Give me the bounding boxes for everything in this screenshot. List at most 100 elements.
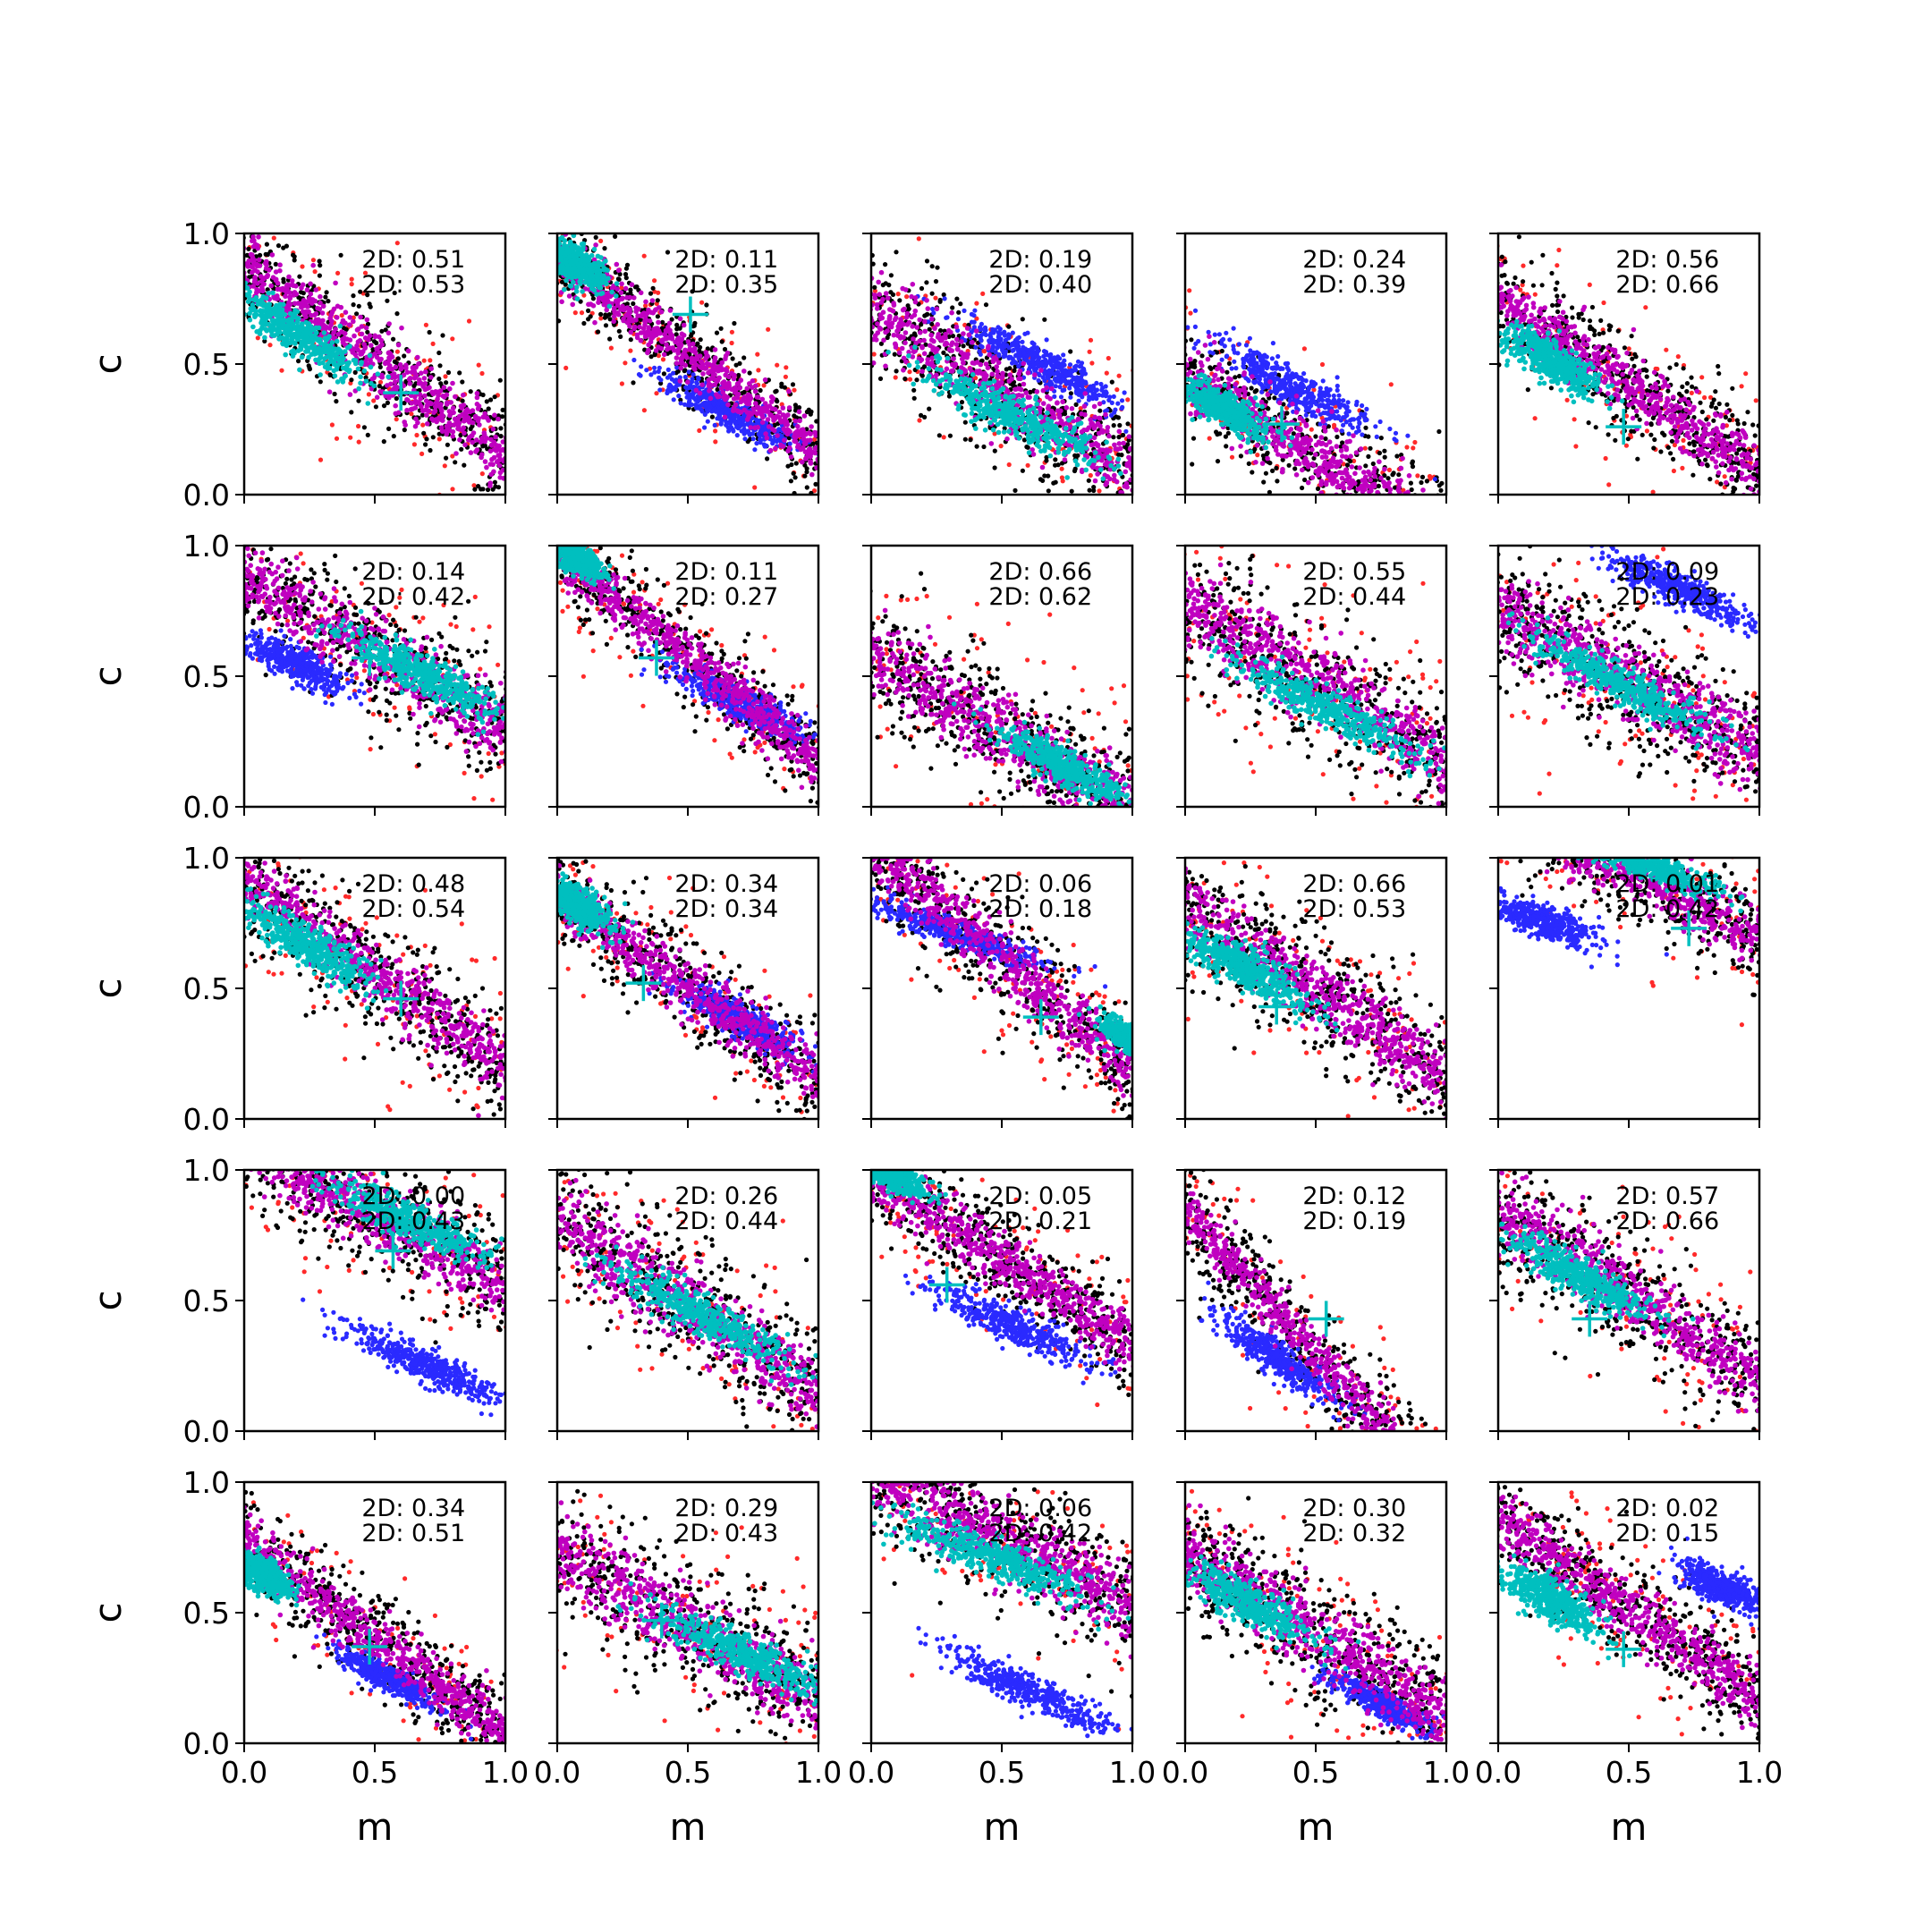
scatter-point-black — [660, 320, 665, 325]
scatter-point-black — [794, 461, 799, 465]
scatter-point-red — [857, 282, 861, 286]
scatter-point-magenta — [706, 370, 711, 376]
scatter-point-black — [1141, 442, 1146, 446]
scatter-point-black — [860, 268, 864, 273]
scatter-point-red — [580, 310, 584, 315]
scatter-point-cyan — [543, 245, 548, 250]
scatter-point-black — [396, 356, 401, 360]
scatter-point-magenta — [799, 447, 804, 453]
scatter-point-magenta — [425, 421, 430, 427]
scatter-point-magenta — [679, 356, 684, 361]
scatter-point-cyan — [584, 277, 589, 283]
scatter-point-magenta — [308, 282, 313, 287]
scatter-point-magenta — [292, 290, 298, 295]
scatter-point-cyan — [233, 293, 238, 299]
scatter-point-cyan — [532, 253, 538, 258]
scatter-point-black — [255, 217, 259, 222]
scatter-point-cyan — [376, 371, 381, 377]
scatter-point-black — [1139, 491, 1143, 496]
scatter-point-black — [748, 370, 752, 375]
scatter-point-magenta — [547, 225, 553, 231]
scatter-point-black — [889, 273, 894, 277]
scatter-point-black — [264, 252, 268, 257]
scatter-point-cyan — [229, 288, 234, 293]
scatter-point-cyan — [568, 240, 573, 245]
scatter-point-black — [459, 447, 463, 452]
scatter-point-red — [412, 442, 417, 446]
scatter-point-cyan — [274, 312, 279, 318]
scatter-point-black — [958, 301, 962, 306]
scatter-point-blue — [674, 379, 678, 384]
scatter-point-cyan — [270, 318, 275, 324]
scatter-point-red — [311, 258, 316, 262]
scatter-point-red — [234, 384, 239, 388]
scatter-point-blue — [956, 317, 961, 321]
scatter-point-black — [513, 443, 517, 447]
scatter-point-magenta — [667, 321, 673, 326]
scatter-point-magenta — [375, 394, 380, 400]
scatter-point-red — [256, 335, 260, 340]
scatter-point-magenta — [550, 253, 555, 258]
scatter-point-black — [888, 290, 893, 294]
scatter-point-cyan — [246, 299, 251, 304]
scatter-point-magenta — [763, 377, 768, 383]
scatter-point-cyan — [575, 296, 580, 301]
scatter-point-black — [265, 242, 269, 247]
scatter-point-black — [444, 455, 448, 460]
scatter-point-magenta — [654, 307, 659, 312]
scatter-point-black — [509, 484, 513, 488]
scatter-point-magenta — [631, 326, 637, 332]
scatter-point-black — [235, 303, 240, 308]
scatter-point-magenta — [440, 414, 445, 419]
scatter-point-blue — [1172, 429, 1176, 434]
scatter-point-black — [549, 208, 554, 213]
scatter-point-black — [445, 443, 450, 447]
scatter-point-blue — [631, 358, 636, 362]
scatter-point-magenta — [256, 234, 261, 240]
scatter-point-magenta — [775, 433, 780, 438]
scatter-point-magenta — [646, 308, 651, 313]
scatter-point-magenta — [509, 472, 514, 478]
scatter-point-magenta — [656, 320, 661, 326]
scatter-point-red — [564, 366, 568, 370]
scatter-point-magenta — [699, 382, 705, 387]
scatter-point-black — [379, 329, 384, 334]
scatter-point-black — [544, 248, 548, 252]
scatter-point-cyan — [343, 374, 348, 379]
scatter-point-blue — [695, 381, 699, 386]
scatter-point-red — [543, 184, 547, 189]
scatter-point-magenta — [242, 208, 248, 214]
scatter-point-black — [514, 456, 519, 461]
scatter-point-black — [546, 258, 550, 262]
scatter-point-black — [436, 351, 441, 355]
scatter-point-cyan — [570, 261, 575, 267]
scatter-point-blue — [679, 401, 683, 405]
scatter-point-black — [866, 358, 870, 362]
scatter-point-magenta — [760, 397, 766, 402]
scatter-point-black — [493, 484, 497, 488]
scatter-point-magenta — [422, 394, 428, 399]
scatter-point-magenta — [713, 347, 718, 352]
scatter-point-magenta — [470, 408, 476, 413]
scatter-point-black — [864, 330, 869, 335]
scatter-point-magenta — [557, 219, 563, 225]
scatter-point-magenta — [292, 301, 298, 307]
scatter-point-cyan — [535, 247, 540, 252]
scatter-point-magenta — [513, 455, 518, 461]
scatter-point-cyan — [235, 308, 241, 313]
scatter-point-magenta — [235, 244, 241, 250]
scatter-point-cyan — [232, 291, 237, 296]
scatter-point-magenta — [462, 402, 467, 408]
scatter-point-magenta — [314, 287, 319, 292]
scatter-point-blue — [1138, 411, 1142, 415]
scatter-point-red — [1131, 528, 1136, 532]
scatter-point-black — [960, 400, 964, 404]
scatter-point-red — [1097, 488, 1101, 493]
scatter-point-cyan — [218, 275, 224, 281]
scatter-point-cyan — [294, 335, 300, 340]
scatter-point-magenta — [360, 332, 365, 337]
scatter-point-cyan — [318, 356, 323, 361]
scatter-point-black — [825, 413, 829, 418]
scatter-point-black — [552, 269, 556, 274]
scatter-point-black — [793, 475, 798, 479]
